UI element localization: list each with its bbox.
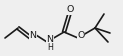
Text: O: O [66, 5, 74, 15]
Text: N: N [46, 34, 54, 44]
Text: H: H [47, 43, 53, 52]
Text: N: N [30, 31, 37, 40]
Text: O: O [77, 31, 85, 40]
